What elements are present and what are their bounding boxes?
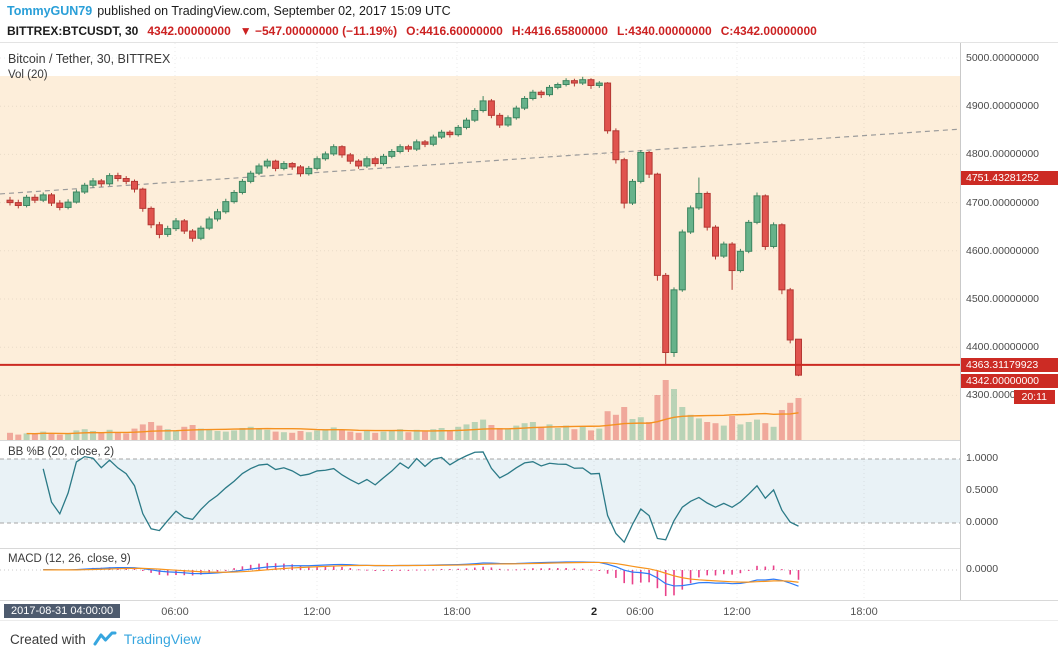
- macd-signal-line: [43, 561, 799, 583]
- macd-panel: MACD (12, 26, close, 9): [0, 548, 960, 600]
- username-link[interactable]: TommyGUN79: [7, 3, 93, 18]
- price-axis-label: 4900.00000000: [966, 100, 1039, 113]
- ohlc-high: H:4416.65800000: [511, 24, 608, 38]
- chart-container: Bitcoin / Tether, 30, BITTREX Vol (20) B…: [0, 42, 1058, 621]
- time-axis-start-tag: 2017-08-31 04:00:00: [4, 604, 121, 618]
- trend-line: [0, 128, 958, 195]
- price-axis-label: 4500.00000000: [966, 293, 1039, 305]
- price-axis-label: 4400.00000000: [966, 341, 1039, 354]
- time-axis-label: 06:00: [161, 606, 189, 618]
- price-axis-label: 4600.00000000: [966, 244, 1039, 257]
- price-axis-label: 4700.00000000: [966, 196, 1039, 209]
- last-price: 4342.00000000: [147, 24, 231, 38]
- price-axis-label: 5000.00000000: [966, 52, 1039, 64]
- price-tag: 4342.00000000: [961, 373, 1058, 388]
- bar-countdown-tag: 20:11: [1013, 389, 1055, 404]
- candles: [6, 76, 802, 377]
- price-change: ▼ −547.00000000 (−11.19%): [239, 24, 398, 38]
- time-axis-label: 18:00: [850, 606, 878, 618]
- publish-info-text: published on TradingView.com, September …: [97, 3, 451, 18]
- price-chart-canvas[interactable]: [0, 43, 960, 440]
- publish-header: TommyGUN79 published on TradingView.com,…: [0, 0, 1058, 21]
- bb-axis-label: 0.0000: [966, 516, 999, 528]
- time-axis-label: 18:00: [443, 606, 471, 618]
- symbol-ohlc-bar: BITTREX:BTCUSDT, 30 4342.00000000 ▼ −547…: [0, 21, 1058, 41]
- time-axis-label: 2: [590, 606, 598, 618]
- price-tag: 4363.31179923: [961, 357, 1058, 372]
- volume-ma-line: [26, 412, 799, 435]
- price-axis-label: 4800.00000000: [966, 148, 1039, 161]
- grid: [0, 43, 960, 440]
- symbol-name: BITTREX:BTCUSDT, 30: [7, 24, 139, 38]
- price-panel: Bitcoin / Tether, 30, BITTREX Vol (20): [0, 43, 960, 440]
- price-tag: 4751.43281252: [961, 170, 1058, 185]
- bb-percent-b-panel: BB %B (20, close, 2): [0, 440, 960, 548]
- tradingview-brand-link[interactable]: TradingView: [123, 631, 201, 647]
- bb-chart-canvas[interactable]: [0, 441, 960, 548]
- bb-band-fill: [0, 459, 960, 523]
- time-axis-label: 12:00: [303, 606, 331, 618]
- ohlc-low: L:4340.00000000: [616, 24, 712, 38]
- macd-chart-canvas[interactable]: [0, 549, 960, 600]
- ohlc-open: O:4416.60000000: [406, 24, 503, 38]
- footer: Created with TradingView: [0, 620, 1058, 657]
- macd-axis-label: 0.0000: [966, 563, 999, 575]
- time-axis-label: 06:00: [626, 606, 654, 618]
- time-axis-label: 12:00: [723, 606, 751, 618]
- bb-percent-b-line: [42, 451, 799, 544]
- grid: [174, 549, 865, 600]
- session-background: [0, 76, 960, 440]
- ohlc-close: C:4342.00000000: [720, 24, 817, 38]
- tradingview-logo-icon[interactable]: [93, 631, 117, 647]
- created-with-label: Created with: [10, 631, 86, 647]
- time-axis[interactable]: 2017-08-31 04:00:00 06:00 12:00 18:00 2 06:0…: [0, 600, 1058, 621]
- bb-axis-label: 0.5000: [966, 484, 999, 496]
- price-axis[interactable]: 5000.00000000 4900.00000000 4800.00000000 4…: [960, 43, 1058, 600]
- bb-axis-label: 1.0000: [966, 452, 999, 464]
